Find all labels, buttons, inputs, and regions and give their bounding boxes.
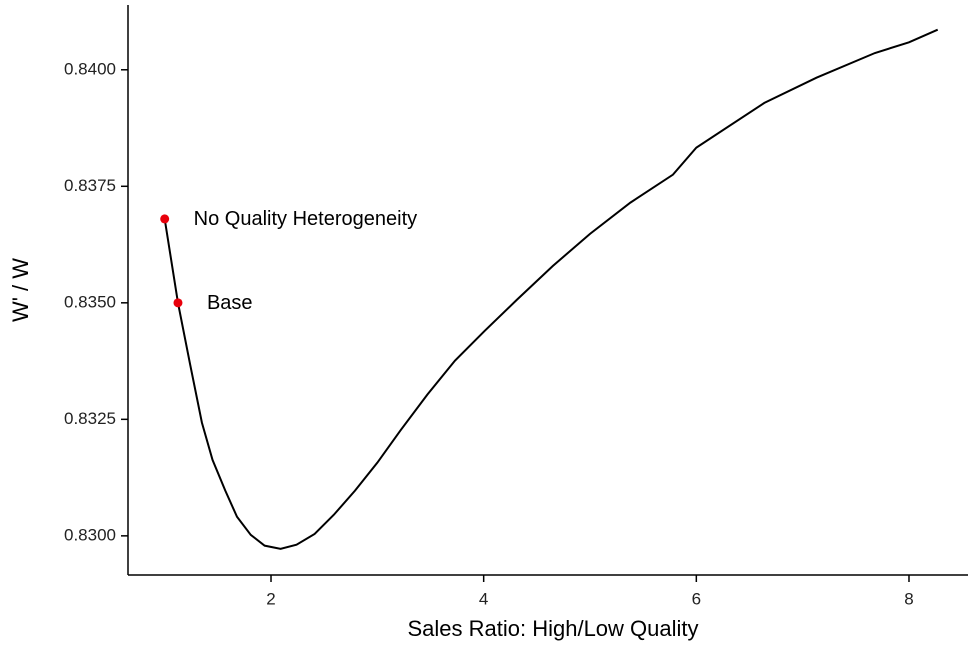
x-tick-label: 8: [904, 589, 913, 608]
y-tick-label: 0.8300: [64, 525, 116, 544]
y-tick-label: 0.8325: [64, 409, 116, 428]
y-tick-label: 0.8400: [64, 59, 116, 78]
point-label: Base: [207, 292, 253, 314]
y-tick-label: 0.8375: [64, 176, 116, 195]
y-axis-title: W' / W: [8, 258, 33, 322]
x-tick-label: 4: [479, 589, 488, 608]
highlight-point: [160, 214, 170, 224]
highlight-point: [173, 298, 183, 308]
point-label: No Quality Heterogeneity: [194, 208, 417, 230]
x-tick-label: 2: [266, 589, 275, 608]
x-tick-label: 6: [692, 589, 701, 608]
x-axis-title: Sales Ratio: High/Low Quality: [407, 616, 698, 641]
y-tick-label: 0.8350: [64, 292, 116, 311]
line: [163, 28, 939, 550]
